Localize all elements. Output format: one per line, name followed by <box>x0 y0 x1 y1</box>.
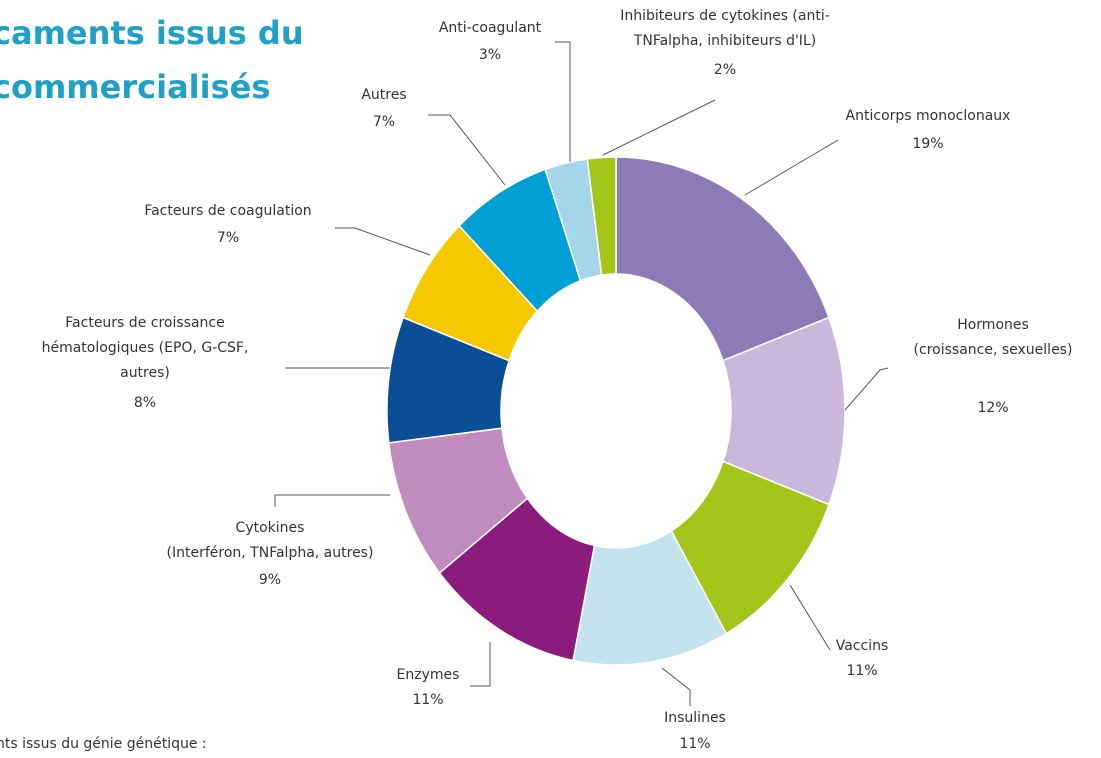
slice-label: TNFalpha, inhibiteurs d'IL) <box>633 33 816 49</box>
slice-label: Facteurs de coagulation <box>144 203 311 219</box>
slice-label: hématologiques (EPO, G-CSF, <box>42 340 249 356</box>
footnote: nts issus du génie génétique : <box>0 736 207 752</box>
leader-line <box>744 139 839 196</box>
value-label: 2% <box>714 62 736 78</box>
value-label: 9% <box>259 572 281 588</box>
slice-label: Hormones <box>957 317 1029 333</box>
leader-line <box>602 99 716 156</box>
slice-label: Cytokines <box>236 520 305 536</box>
slice-label: Autres <box>361 87 406 103</box>
chart-title: caments issus du <box>0 14 304 52</box>
leader-line <box>844 367 889 411</box>
leader-line <box>470 642 491 687</box>
leader-line <box>428 114 506 186</box>
value-label: 7% <box>373 114 395 130</box>
slice-label: Enzymes <box>397 667 460 683</box>
value-label: 11% <box>679 736 710 752</box>
slice-label: Anti-coagulant <box>439 20 542 36</box>
slice-label: Anticorps monoclonaux <box>846 108 1011 124</box>
donut-slice <box>615 156 830 362</box>
slice-label: (Interféron, TNFalpha, autres) <box>167 545 374 561</box>
value-label: 12% <box>977 400 1008 416</box>
value-label: 7% <box>217 230 239 246</box>
donut-slice <box>586 156 617 276</box>
leader-line <box>335 227 431 256</box>
leader-line <box>789 584 831 651</box>
leader-line <box>661 667 691 706</box>
value-label: 8% <box>134 395 156 411</box>
leader-line <box>274 494 390 507</box>
value-label: 11% <box>846 663 877 679</box>
slice-label: Facteurs de croissance <box>65 315 224 331</box>
slice-label: Inhibiteurs de cytokines (anti- <box>620 8 830 24</box>
slice-label: (croissance, sexuelles) <box>914 342 1073 358</box>
slice-label: autres) <box>120 365 170 381</box>
value-label: 19% <box>912 136 943 152</box>
slice-label: Insulines <box>664 710 726 726</box>
value-label: 3% <box>479 47 501 63</box>
leader-line <box>555 41 571 162</box>
chart-title: commercialisés <box>0 68 270 106</box>
slice-label: Vaccins <box>836 638 889 654</box>
value-label: 11% <box>412 692 443 708</box>
